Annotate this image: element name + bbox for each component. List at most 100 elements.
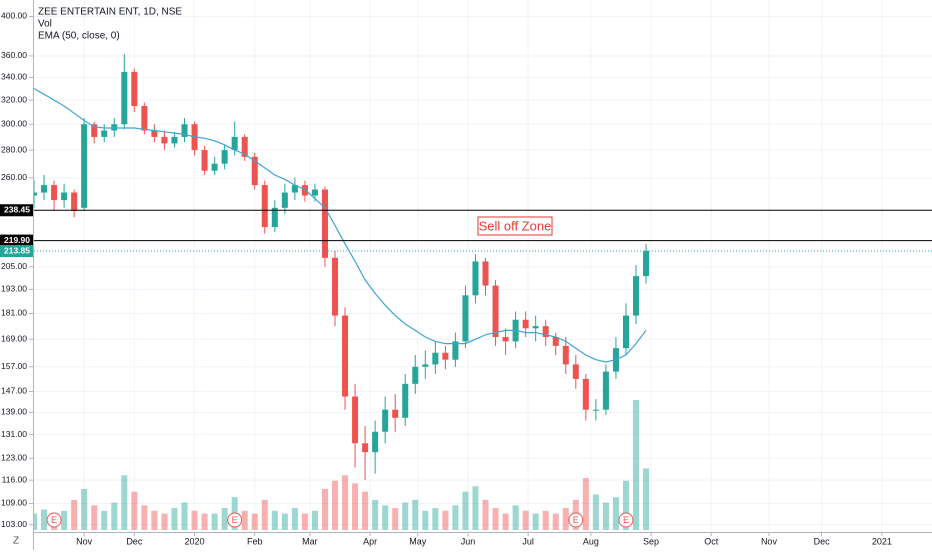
volume-bar <box>281 513 288 530</box>
volume-bar <box>502 513 509 530</box>
volume-bar <box>412 499 419 530</box>
volume-bar <box>643 468 650 530</box>
candle-body <box>382 409 389 432</box>
y-tick-label: 139.00 <box>1 407 27 417</box>
candle-body <box>582 378 589 410</box>
x-tick-label: Nov <box>761 536 778 546</box>
volume-bar <box>622 480 629 530</box>
candle-body <box>151 130 158 137</box>
candle-body <box>532 326 539 329</box>
candle-body <box>502 336 509 342</box>
y-tick-label: 260.00 <box>1 172 27 182</box>
volume-bar <box>241 510 248 530</box>
x-tick-label: Oct <box>704 536 719 546</box>
y-tick-label: 131.00 <box>1 429 27 439</box>
volume-bar <box>552 513 559 530</box>
volume-bar <box>131 491 138 530</box>
legend-item: Vol <box>38 19 52 30</box>
candle-body <box>51 185 58 201</box>
x-tick-label: 2021 <box>872 536 892 546</box>
volume-bar <box>271 510 278 530</box>
candle-body <box>141 105 148 131</box>
y-tick-label: 193.00 <box>1 284 27 294</box>
volume-bar <box>81 488 88 530</box>
volume-bar <box>61 510 68 530</box>
level-label-box <box>0 234 33 247</box>
level-label: 219.90 <box>4 235 30 245</box>
x-tick-label: Aug <box>583 536 599 546</box>
candle-body <box>131 71 138 106</box>
x-tick-label: Dec <box>814 536 831 546</box>
candle-body <box>211 163 218 171</box>
y-tick-label: 116.00 <box>2 474 28 484</box>
candle-body <box>301 185 308 196</box>
event-marker <box>568 512 584 528</box>
candle-body <box>231 136 238 151</box>
candle-body <box>552 336 559 346</box>
legend-item: EMA (50, close, 0) <box>38 31 120 42</box>
level-label: 213.85 <box>4 245 30 255</box>
y-tick-label: 123.00 <box>1 452 27 462</box>
candle-body <box>281 192 288 208</box>
candle-body <box>261 185 268 228</box>
volume-bar <box>301 513 308 530</box>
y-tick-label: 280.00 <box>1 144 27 154</box>
event-label: E <box>51 515 57 525</box>
volume-bar <box>221 508 228 530</box>
candle-body <box>372 431 379 453</box>
candle-body <box>121 71 128 125</box>
candle-body <box>81 124 88 208</box>
volume-bar <box>542 510 549 530</box>
candle-body <box>41 185 48 193</box>
candle-body <box>101 130 108 137</box>
candle-body <box>633 276 640 316</box>
y-tick-label: 103.00 <box>1 519 27 529</box>
volume-bar <box>442 510 449 530</box>
candle-body <box>221 150 228 164</box>
volume-bar <box>331 480 339 530</box>
x-tick-label: Jun <box>461 536 476 546</box>
volume-bar <box>633 400 640 530</box>
candle-body <box>402 383 409 418</box>
volume-bar <box>432 508 439 530</box>
x-tick-label: Jul <box>522 536 534 546</box>
candle-body <box>572 364 579 379</box>
x-tick-label: Feb <box>247 536 263 546</box>
candle-body <box>643 250 650 277</box>
volume-bar <box>311 510 318 530</box>
price-axis-panel <box>0 0 33 532</box>
level-label: 238.45 <box>4 204 30 214</box>
y-tick-label: 169.00 <box>1 333 27 343</box>
candle-body <box>311 189 318 196</box>
volume-bar <box>181 502 188 530</box>
volume-bar <box>251 513 258 530</box>
candle-body <box>342 315 349 397</box>
candle-body <box>171 136 178 144</box>
annotation-box <box>477 216 553 236</box>
candle-body <box>271 207 278 228</box>
volume-bar <box>101 510 108 530</box>
x-tick-label: 2020 <box>185 536 205 546</box>
y-tick-label: 400.00 <box>1 11 27 21</box>
candle-body <box>161 136 168 144</box>
volume-bar <box>211 513 218 530</box>
volume-bar <box>141 505 148 530</box>
volume-bar <box>191 510 198 530</box>
candle-body <box>602 371 609 410</box>
candle-body <box>201 150 208 171</box>
candle-body <box>462 295 469 342</box>
candle-body <box>592 409 599 411</box>
grid <box>34 0 932 532</box>
candle-body <box>362 443 369 453</box>
volume-bar <box>161 513 168 530</box>
candle-body <box>181 124 188 137</box>
x-tick-label: Mar <box>302 536 318 546</box>
y-tick-label: 147.00 <box>1 386 27 396</box>
volume-bar <box>482 499 489 530</box>
volume-bar <box>201 513 208 530</box>
candle-body <box>91 124 98 137</box>
candle-body <box>432 352 439 365</box>
